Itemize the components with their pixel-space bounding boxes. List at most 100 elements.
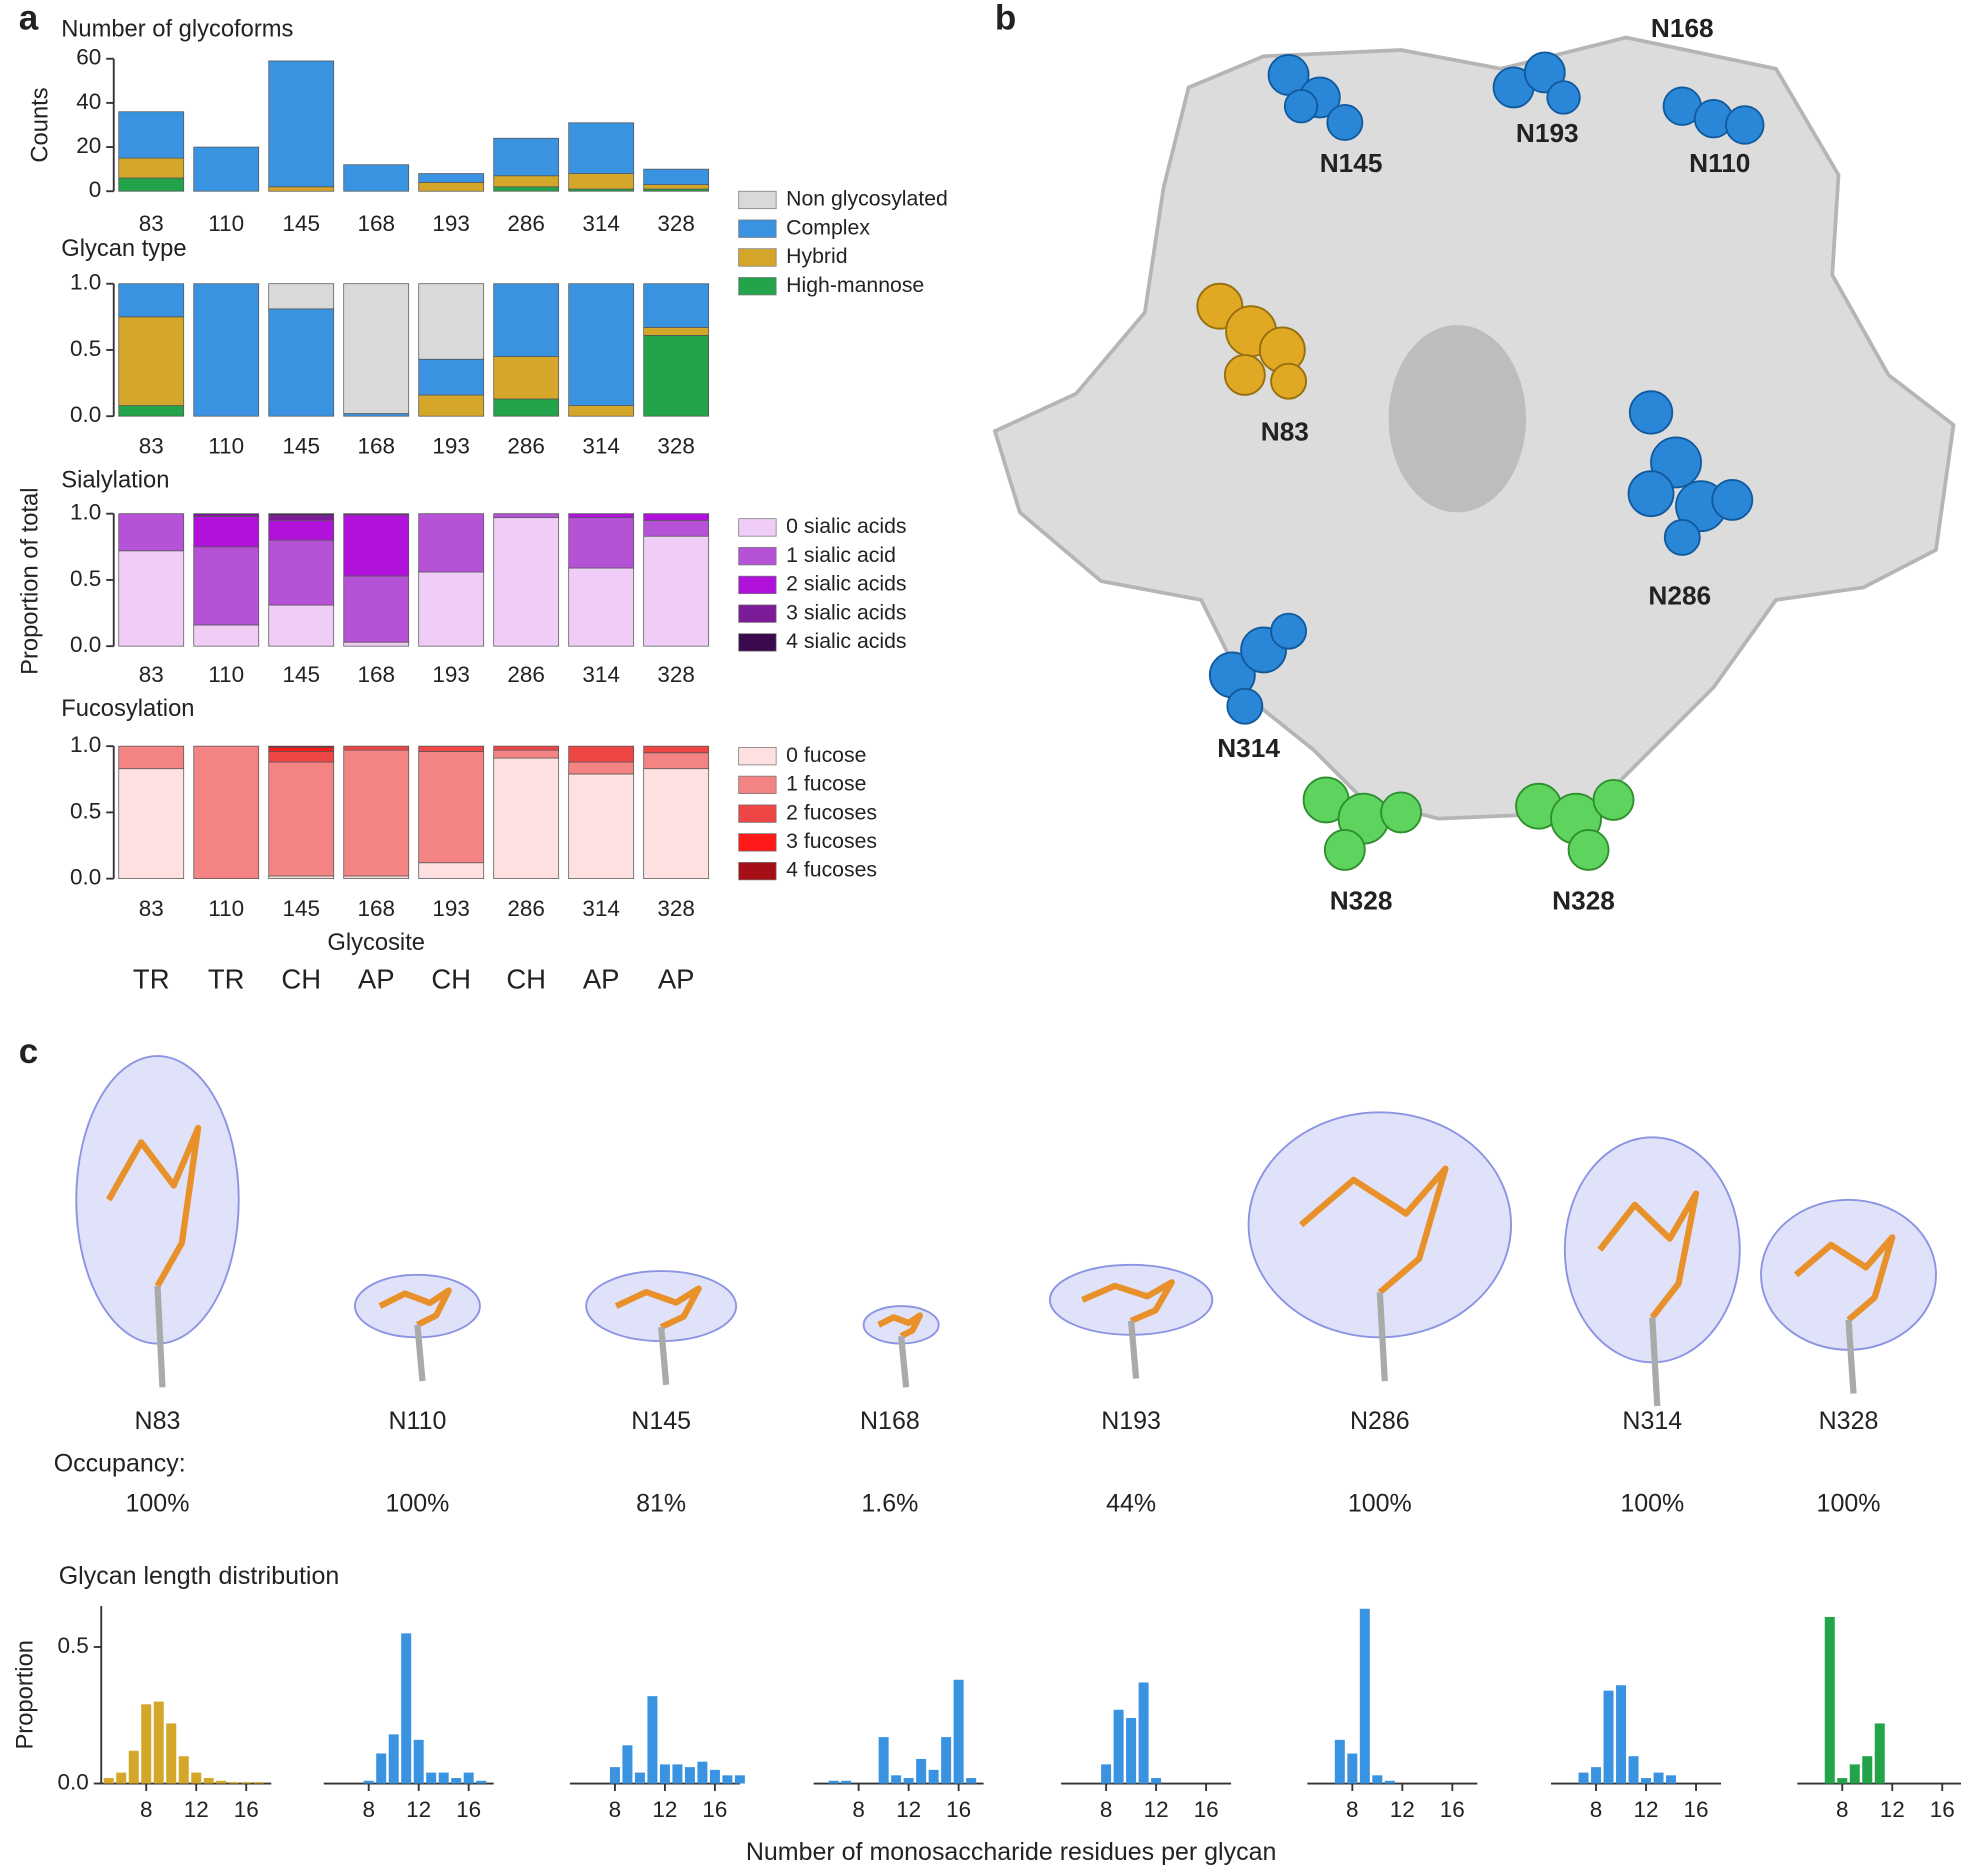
bar-segment [568,405,635,417]
legend-label: 0 sialic acids [786,514,906,538]
bar-segment [343,641,410,647]
bar-segment [643,768,710,880]
legend-label: 2 fucoses [786,800,877,824]
bar [1824,1616,1835,1784]
y-tick-label: 1.0 [70,270,101,295]
x-tick-label: 168 [357,662,395,687]
bar-segment [493,356,560,400]
bar-segment [643,184,710,190]
x-tick-label: 168 [357,433,395,458]
bar-segment [268,745,335,748]
y-axis-label: Proportion of total [18,487,44,674]
bar-segment [118,111,185,159]
bar [684,1767,695,1784]
asparagine [154,1285,166,1388]
site-label: N168 [860,1407,920,1435]
bar-segment [343,514,410,577]
x-tick-label: 110 [208,662,244,687]
site-label: N145 [631,1407,691,1435]
bar [191,1772,202,1784]
bar [1591,1767,1602,1784]
x-tick-label: 314 [582,896,620,921]
glycan-cluster [1302,776,1635,871]
bar-segment [118,745,185,770]
x-tick-label: 83 [139,662,164,687]
x-tick-label: 8 [1100,1797,1113,1822]
bar-segment [268,513,335,516]
bar-segment [493,175,560,188]
bar [697,1761,708,1784]
y-tick-label: 0.5 [70,798,101,823]
x-tick-label: 83 [139,896,164,921]
asparagine [1845,1319,1857,1394]
bar [253,1782,264,1784]
glycan-model [1081,1279,1175,1324]
glycosite-class: CH [431,963,471,994]
occupancy-value: 100% [385,1489,449,1517]
x-tick-label: 110 [208,896,244,921]
x-tick-label: 16 [234,1797,259,1822]
bar-segment [568,567,635,647]
bar [363,1780,374,1784]
glycosite-class: AP [358,963,395,994]
x-tick-label: 286 [507,662,545,687]
bar [966,1778,977,1784]
bar-segment [568,761,635,775]
bar-segment [493,749,560,759]
y-tick-label: 0.0 [70,865,101,890]
glycan-model [877,1312,924,1339]
x-tick-label: 145 [282,662,320,687]
legend-swatch [738,633,777,652]
glycan-model [614,1285,702,1330]
bar [953,1679,964,1784]
bar [376,1753,387,1784]
bar-segment [493,513,560,519]
bar-segment [193,546,260,626]
bar-segment [118,316,185,406]
bar-segment [343,413,410,417]
bar-segment [493,745,560,751]
x-tick-label: 286 [507,211,545,236]
occupancy-label: Occupancy: [54,1449,186,1477]
legend-label: 3 sialic acids [786,600,906,624]
bar-segment [118,513,185,552]
y-tick-label: 40 [76,89,101,114]
x-tick-label: 168 [357,896,395,921]
x-tick-label: 168 [357,211,395,236]
glycosite-class: CH [506,963,546,994]
bar-segment [118,550,185,647]
bar [1837,1778,1848,1784]
bar-segment [343,875,410,880]
glycosite-class: TR [133,963,170,994]
bar-segment [343,513,410,516]
site-label: N110 [1689,148,1750,178]
bar-segment [343,283,410,414]
bar-segment [118,157,185,179]
panel-label: b [995,0,1016,37]
legend-swatch [738,804,777,823]
bar [1874,1723,1885,1784]
bar-segment [268,308,335,417]
bar-segment [268,186,335,192]
x-tick-label: 110 [208,211,244,236]
glycan-model [1597,1190,1700,1320]
bar-segment [568,173,635,190]
bar [609,1767,620,1784]
bar-segment [568,283,635,406]
bar-segment [493,398,560,417]
bar-segment [118,768,185,880]
bar-segment [418,862,485,880]
x-tick-label: 12 [896,1797,921,1822]
site-label: N193 [1516,118,1579,148]
x-tick-label: 16 [1194,1797,1219,1822]
x-tick-label: 145 [282,433,320,458]
bar-segment [193,624,260,647]
bar [228,1782,239,1784]
bar [178,1756,189,1784]
legend-swatch [738,604,777,623]
site-label: N314 [1217,733,1280,763]
bar [1372,1775,1383,1784]
site-label: N168 [1651,13,1714,43]
bar [1578,1772,1589,1784]
legend-swatch [738,547,777,566]
